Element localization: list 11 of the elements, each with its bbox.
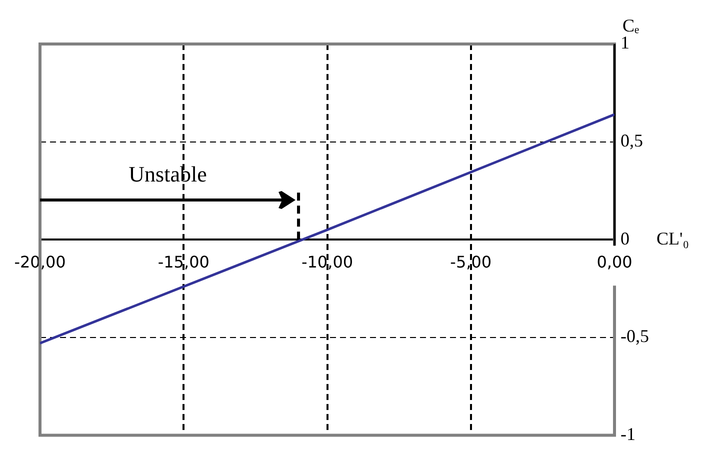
- x-tick-label: 0,00: [596, 252, 632, 272]
- x-tick-label: -20,00: [14, 252, 66, 272]
- annotation: Unstable: [128, 161, 207, 186]
- x-axis-title: CL'₀: [656, 228, 690, 248]
- y-tick-label: -1: [620, 424, 636, 444]
- x-tick-label: -10,00: [301, 252, 354, 272]
- x-tick-label: -15,00: [158, 252, 210, 272]
- y-tick-label: 0,5: [620, 130, 644, 151]
- y-tick-label: -0,5: [620, 326, 650, 346]
- y-tick-label: 0: [620, 228, 630, 248]
- x-tick-label: -5,00: [450, 252, 492, 272]
